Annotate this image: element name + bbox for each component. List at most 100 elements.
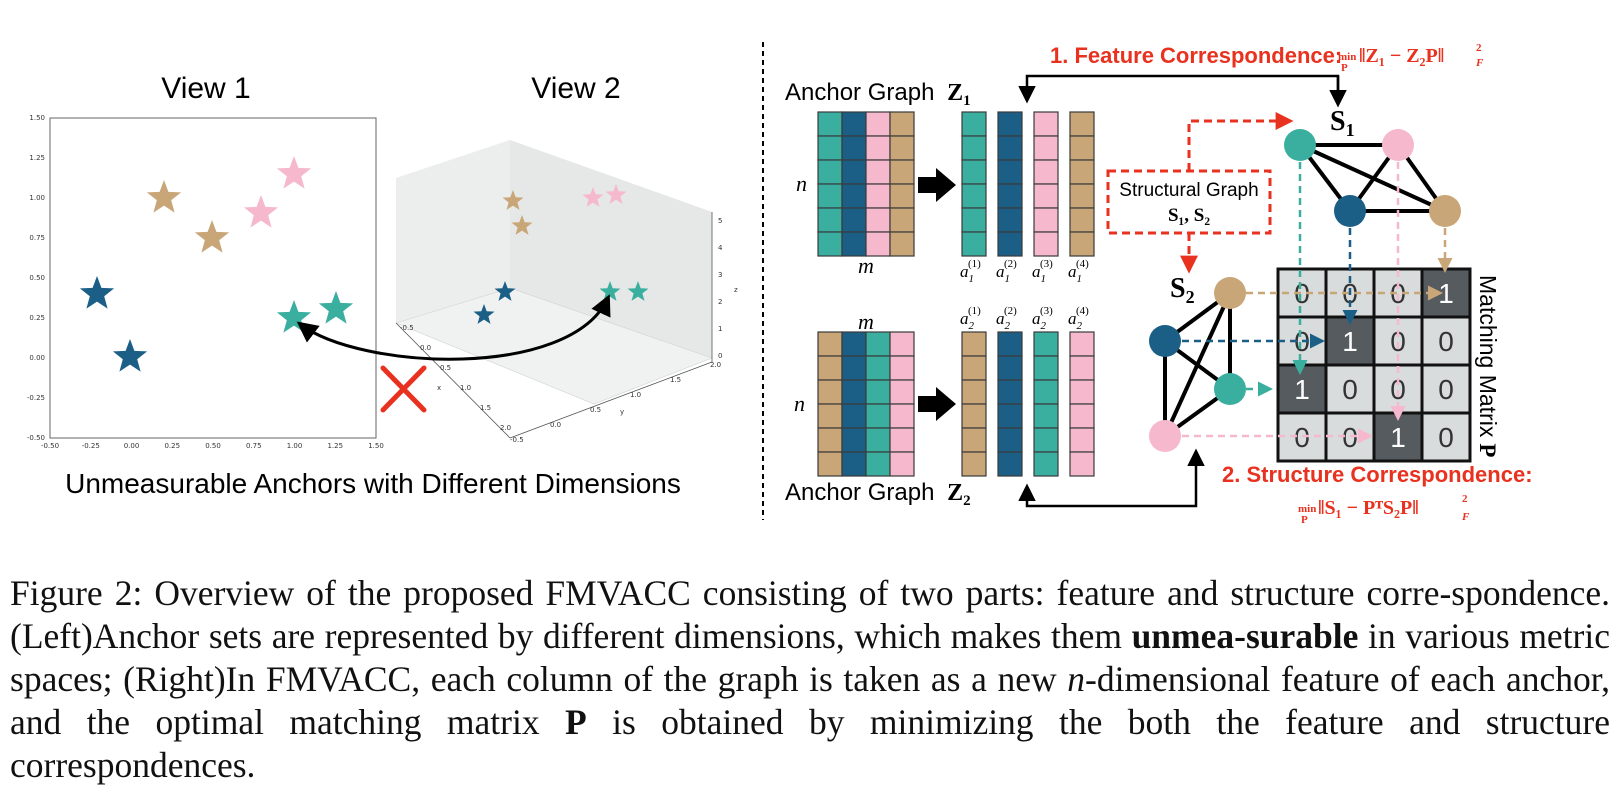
anchor-column-cell: [1033, 231, 1059, 257]
matrix-cell: [865, 183, 891, 209]
anchor-column-cell: [1069, 207, 1095, 233]
star3d-pink-2: [605, 184, 627, 204]
matching-matrix-value: 1: [1390, 422, 1406, 453]
anchor-column-cell: [1069, 159, 1095, 185]
svg-text:2: 2: [1476, 42, 1482, 54]
anchor-column-cell: [1033, 427, 1059, 453]
anchor-column-cell: [997, 159, 1023, 185]
view2-x-tick: 2.0: [500, 424, 511, 432]
svg-text:‖S₁ − PᵀS₂P‖: ‖S₁ − PᵀS₂P‖: [1318, 497, 1419, 519]
anchor-column-cell: [1069, 379, 1095, 405]
star-tan-1: [146, 180, 182, 213]
matrix-cell: [865, 451, 891, 477]
matching-matrix-value: 0: [1294, 278, 1310, 309]
view1-x-tick: 0.00: [124, 442, 140, 450]
n-label-bottom: n: [794, 391, 805, 416]
view2-y-axis-label: y: [620, 408, 624, 416]
anchor-column-cell: [1033, 331, 1059, 357]
matrix-cell: [841, 111, 867, 137]
matrix-cell: [889, 231, 915, 257]
s2-node-pink: [1149, 420, 1181, 452]
matrix-cell: [865, 355, 891, 381]
anchor-column-cell: [1033, 183, 1059, 209]
view1-x-tick: 0.75: [246, 442, 262, 450]
matching-matrix-value: 0: [1390, 278, 1406, 309]
view1-y-tick: 1.25: [29, 154, 45, 162]
anchor-column-cell: [1033, 379, 1059, 405]
view2-3d-plot: x y z -0.5 0.0 0.5 1.0 1.5 2.0 -0.5 0.0 0.5 1.0 1…: [395, 140, 738, 444]
matching-matrix-label: Matching MatrixP: [1475, 275, 1501, 457]
view2-x-tick: 0.0: [420, 344, 431, 352]
feature-arrow-top: [1018, 74, 1340, 104]
structural-arrow-to-s1: [1187, 112, 1294, 171]
view1-x-tick: 1.25: [327, 442, 343, 450]
anchor-column-cell: [1069, 135, 1095, 161]
correspondence-curve-arrow: [296, 294, 611, 361]
view2-y-tick: 1.0: [630, 391, 641, 399]
view1-x-tick: 1.50: [368, 442, 384, 450]
caption-part-2: in various metric spaces; (Right)In FMVA…: [10, 616, 1610, 699]
matrix-cell: [817, 207, 843, 233]
star-teal-1: [276, 300, 312, 333]
view2-x-tick: 0.5: [440, 364, 451, 372]
matrix-cell: [865, 427, 891, 453]
view1-x-tick: -0.50: [41, 442, 59, 450]
anchor-graph-2-label: Anchor Graph Z2: [785, 479, 971, 509]
s1-node-pink: [1382, 129, 1414, 161]
view1-x-ticks: -0.50 -0.25 0.00 0.25 0.50 0.75 1.00 1.25 1.50: [41, 442, 384, 450]
view1-x-tick: 0.25: [164, 442, 180, 450]
view1-x-tick: 1.00: [287, 442, 303, 450]
s2-node-navy: [1149, 325, 1181, 357]
s2-label: S2: [1170, 273, 1195, 307]
star-tan-2: [194, 220, 230, 253]
caption-part-4: is obtained by minimizing the both the f…: [10, 702, 1610, 785]
anchor-column-cell: [1033, 451, 1059, 477]
matching-matrix-value: 1: [1438, 278, 1454, 309]
anchor-columns-view2: [961, 331, 1095, 477]
matching-matrix-value: 0: [1438, 422, 1454, 453]
anchor-column-cell: [997, 331, 1023, 357]
s2-node-tan: [1214, 277, 1246, 309]
star-teal-2: [318, 291, 354, 324]
matrix-cell: [865, 331, 891, 357]
matrix-cell: [889, 355, 915, 381]
matrix-cell: [889, 183, 915, 209]
matrix-cell: [841, 403, 867, 429]
matrix-cell: [865, 207, 891, 233]
anchor-column-cell: [997, 207, 1023, 233]
matrix-cell: [865, 135, 891, 161]
anchor-column-cell: [997, 183, 1023, 209]
matrix-cell: [889, 427, 915, 453]
anchor-column-cell: [961, 159, 987, 185]
matrix-cell: [817, 111, 843, 137]
matching-matrix-value: 0: [1438, 374, 1454, 405]
n-label-top: n: [796, 171, 807, 196]
view2-z-tick: 3: [718, 271, 722, 279]
matrix-cell: [817, 183, 843, 209]
caption-bold-p: P: [565, 702, 587, 742]
matrix-cell: [889, 111, 915, 137]
view1-y-ticks: 1.50 1.25 1.00 0.75 0.50 0.25 0.00 -0.25 -0.50: [27, 114, 45, 442]
view2-x-tick: -0.5: [400, 324, 414, 332]
matching-matrix-cell: [1372, 411, 1424, 463]
red-cross-icon: [380, 365, 427, 413]
feature-correspondence-title: 1. Feature Correspondence:: [1050, 43, 1342, 68]
matrix-cell: [841, 331, 867, 357]
transform-arrow-bottom: [918, 387, 956, 421]
anchor-column-cell: [1033, 403, 1059, 429]
star-pink-1: [276, 156, 312, 189]
matrix-cell: [841, 451, 867, 477]
matrix-cell: [841, 427, 867, 453]
view2-z-ticks: 0 1 2 3 4 5: [718, 217, 723, 360]
structure-correspondence-formula: min P ‖S₁ − PᵀS₂P‖ 2 F: [1298, 493, 1470, 526]
matrix-cell: [865, 159, 891, 185]
structural-graph-title: Structural Graph: [1119, 180, 1258, 201]
m-label-bottom: m: [858, 309, 874, 334]
view2-y-tick: -0.5: [510, 436, 524, 444]
feature-correspondence-formula: min P ‖Z₁ − Z₂P‖ 2 F: [1338, 42, 1484, 74]
star3d-teal-1: [599, 281, 621, 301]
anchor-column-labels-view2: a2(1) a2(2) a2(3) a2(4): [960, 305, 1089, 332]
anchor-column-cell: [1069, 403, 1095, 429]
anchor-column-cell: [961, 451, 987, 477]
matrix-cell: [817, 231, 843, 257]
